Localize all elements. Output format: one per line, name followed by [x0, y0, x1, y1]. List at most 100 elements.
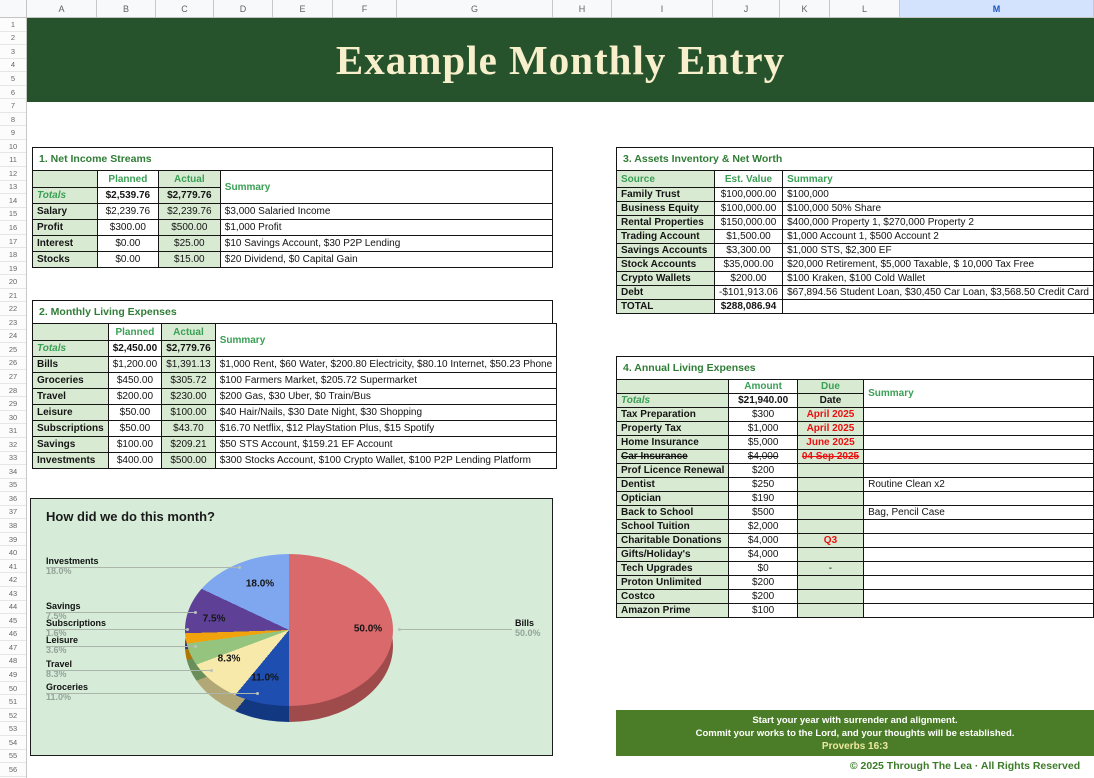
row-header-8[interactable]: 8 — [0, 113, 26, 127]
section-title[interactable]: 4. Annual Living Expenses — [616, 356, 1094, 380]
totals-label[interactable]: Totals — [32, 340, 109, 357]
cell-label[interactable]: Home Insurance — [615, 435, 730, 450]
row-header-15[interactable]: 15 — [0, 208, 26, 222]
col-header-summary[interactable]: Summary — [214, 323, 558, 357]
cell-due[interactable] — [796, 603, 865, 618]
row-header-54[interactable]: 54 — [0, 736, 26, 750]
cell-actual[interactable]: $25.00 — [157, 235, 221, 252]
cell-summary[interactable]: $100 Farmers Market, $205.72 Supermarket — [214, 372, 558, 389]
col-header-due[interactable]: Due — [796, 379, 865, 394]
cell-summary[interactable]: $1,000 Account 1, $500 Account 2 — [782, 229, 1094, 244]
row-header-30[interactable]: 30 — [0, 411, 26, 425]
cell-actual[interactable]: $500.00 — [161, 452, 216, 469]
verse-banner-cell[interactable]: Start your year with surrender and align… — [616, 710, 1094, 756]
row-header-44[interactable]: 44 — [0, 601, 26, 615]
row-header-37[interactable]: 37 — [0, 506, 26, 520]
row-header-9[interactable]: 9 — [0, 126, 26, 140]
cell-summary[interactable] — [863, 491, 1094, 506]
cell-amount[interactable]: $200 — [728, 589, 798, 604]
cell-amount[interactable]: $5,000 — [728, 435, 798, 450]
row-header-19[interactable]: 19 — [0, 262, 26, 276]
cell-summary[interactable] — [863, 407, 1094, 422]
cell-label[interactable]: Savings Accounts — [616, 243, 715, 258]
cell-value[interactable]: $200.00 — [713, 271, 784, 286]
row-header-10[interactable]: 10 — [0, 140, 26, 154]
cell-amount[interactable]: $100 — [728, 603, 798, 618]
totals-amount[interactable]: $21,940.00 — [728, 393, 798, 408]
cell-label[interactable]: Debt — [616, 285, 715, 300]
cell-summary[interactable]: $1,000 Profit — [219, 219, 554, 236]
cell-amount[interactable]: $500 — [728, 505, 798, 520]
row-header-46[interactable]: 46 — [0, 628, 26, 642]
cell-value[interactable]: $100,000.00 — [713, 201, 784, 216]
row-header-31[interactable]: 31 — [0, 424, 26, 438]
row-header-2[interactable]: 2 — [0, 32, 26, 46]
column-header-L[interactable]: L — [830, 0, 900, 18]
cell-actual[interactable]: $1,391.13 — [161, 356, 216, 373]
col-header-summary[interactable]: Summary — [782, 170, 1094, 188]
cell-label[interactable]: Costco — [615, 589, 730, 604]
cell-label[interactable]: Back to School — [615, 505, 730, 520]
row-header-52[interactable]: 52 — [0, 709, 26, 723]
row-header-12[interactable]: 12 — [0, 167, 26, 181]
column-header-F[interactable]: F — [333, 0, 397, 18]
cell-due[interactable] — [796, 547, 865, 562]
cell-label[interactable]: Prof Licence Renewal — [615, 463, 730, 478]
total-value[interactable]: $288,086.94 — [713, 299, 784, 314]
cell-summary[interactable]: $400,000 Property 1, $270,000 Property 2 — [782, 215, 1094, 230]
cell-value[interactable]: $100,000.00 — [713, 187, 784, 202]
row-header-51[interactable]: 51 — [0, 695, 26, 709]
total-label[interactable]: TOTAL — [616, 299, 715, 314]
cell-amount[interactable]: $4,000 — [728, 547, 798, 562]
cell-actual[interactable]: $100.00 — [161, 404, 216, 421]
cell[interactable] — [782, 299, 1094, 314]
cell-label[interactable]: Savings — [32, 436, 109, 453]
cell-amount[interactable]: $2,000 — [728, 519, 798, 534]
cell-label[interactable]: Salary — [32, 203, 98, 220]
col-header-amount[interactable]: Amount — [728, 379, 798, 394]
row-header-42[interactable]: 42 — [0, 573, 26, 587]
cell-label[interactable]: Gifts/Holiday's — [615, 547, 730, 562]
row-header-29[interactable]: 29 — [0, 397, 26, 411]
cell-label[interactable]: Proton Unlimited — [615, 575, 730, 590]
cell-planned[interactable]: $0.00 — [96, 235, 159, 252]
row-header-27[interactable]: 27 — [0, 370, 26, 384]
row-header-3[interactable]: 3 — [0, 45, 26, 59]
row-header-39[interactable]: 39 — [0, 533, 26, 547]
row-header-38[interactable]: 38 — [0, 519, 26, 533]
cell-label[interactable]: Leisure — [32, 404, 109, 421]
cell-actual[interactable]: $209.21 — [161, 436, 216, 453]
cell-label[interactable]: Trading Account — [616, 229, 715, 244]
cell-summary[interactable]: $200 Gas, $30 Uber, $0 Train/Bus — [214, 388, 558, 405]
cell-label[interactable]: Charitable Donations — [615, 533, 730, 548]
row-header-56[interactable]: 56 — [0, 763, 26, 777]
col-header-actual[interactable]: Actual — [161, 323, 216, 341]
column-header-M[interactable]: M — [900, 0, 1094, 18]
cell-summary[interactable] — [863, 421, 1094, 436]
cell-summary[interactable]: $67,894.56 Student Loan, $30,450 Car Loa… — [782, 285, 1094, 300]
cell-due[interactable]: 04 Sep 2025 — [796, 449, 865, 464]
cell-value[interactable]: $150,000.00 — [713, 215, 784, 230]
row-header-23[interactable]: 23 — [0, 316, 26, 330]
cell-value[interactable]: -$101,913.06 — [713, 285, 784, 300]
cell-label[interactable]: Subscriptions — [32, 420, 109, 437]
totals-actual[interactable]: $2,779.76 — [157, 187, 221, 204]
due-date-label[interactable]: Date — [796, 393, 865, 408]
row-header-34[interactable]: 34 — [0, 465, 26, 479]
row-header-49[interactable]: 49 — [0, 668, 26, 682]
cell-label[interactable]: Groceries — [32, 372, 109, 389]
row-header-28[interactable]: 28 — [0, 384, 26, 398]
cell-summary[interactable]: $16.70 Netflix, $12 PlayStation Plus, $1… — [214, 420, 558, 437]
cell-due[interactable]: Q3 — [796, 533, 865, 548]
cell-summary[interactable]: $3,000 Salaried Income — [219, 203, 554, 220]
column-header-B[interactable]: B — [97, 0, 156, 18]
cell-summary[interactable]: $40 Hair/Nails, $30 Date Night, $30 Shop… — [214, 404, 558, 421]
cell-summary[interactable]: $50 STS Account, $159.21 EF Account — [214, 436, 558, 453]
cell-summary[interactable] — [863, 463, 1094, 478]
cell-label[interactable]: Investments — [32, 452, 109, 469]
cell-due[interactable]: June 2025 — [796, 435, 865, 450]
cell-summary[interactable] — [863, 575, 1094, 590]
cell-amount[interactable]: $300 — [728, 407, 798, 422]
cell-label[interactable]: Stocks — [32, 251, 98, 268]
cell-actual[interactable]: $305.72 — [161, 372, 216, 389]
